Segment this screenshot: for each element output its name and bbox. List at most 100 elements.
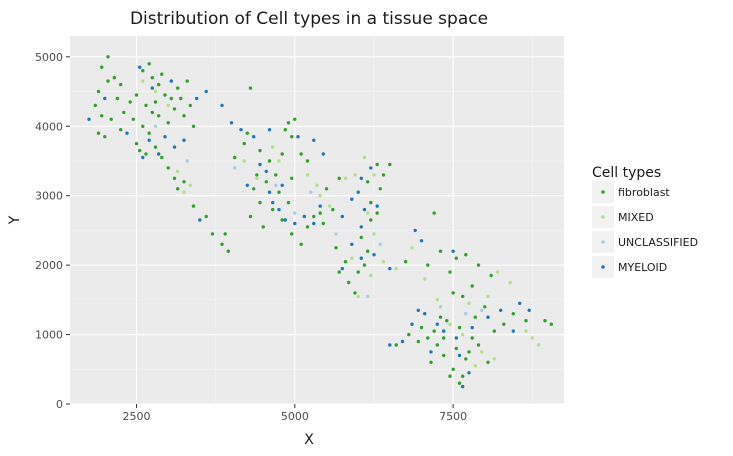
point-mixed — [394, 266, 398, 271]
point-fibroblast — [438, 315, 443, 319]
point-fibroblast — [454, 346, 458, 351]
point-fibroblast — [144, 103, 148, 108]
point-myeloid — [267, 128, 272, 132]
point-fibroblast — [160, 72, 164, 76]
point-fibroblast — [353, 291, 357, 295]
point-mixed — [372, 232, 376, 236]
point-myeloid — [157, 152, 161, 156]
point-mixed — [467, 301, 471, 305]
point-fibroblast — [524, 319, 528, 323]
point-fibroblast — [267, 159, 272, 163]
point-fibroblast — [248, 86, 253, 90]
point-myeloid — [410, 322, 414, 326]
point-mixed — [182, 190, 186, 194]
point-fibroblast — [172, 176, 177, 180]
point-myeloid — [312, 138, 316, 142]
point-mixed — [328, 204, 332, 208]
point-fibroblast — [290, 135, 294, 139]
point-mixed — [492, 357, 496, 361]
point-fibroblast — [426, 336, 430, 340]
point-fibroblast — [429, 360, 433, 364]
point-myeloid — [499, 308, 503, 312]
point-fibroblast — [312, 214, 316, 219]
point-fibroblast — [166, 121, 170, 125]
point-mixed — [153, 89, 158, 94]
point-myeloid — [138, 65, 142, 69]
point-myeloid — [419, 239, 424, 243]
point-fibroblast — [549, 322, 553, 326]
point-unclassified — [274, 183, 278, 187]
point-fibroblast — [157, 114, 161, 118]
point-mixed — [277, 159, 281, 163]
point-fibroblast — [280, 218, 284, 222]
point-fibroblast — [378, 187, 382, 191]
y-axis-ticks: 0 1000 2000 3000 4000 5000 — [35, 51, 70, 411]
point-fibroblast — [134, 93, 139, 97]
point-mixed — [271, 145, 275, 149]
point-myeloid — [470, 325, 474, 330]
y-tick-label: 1000 — [35, 329, 63, 342]
point-myeloid — [150, 86, 154, 90]
chart-title: Distribution of Cell types in a tissue s… — [130, 9, 488, 29]
point-fibroblast — [150, 110, 154, 115]
x-axis-label: X — [304, 432, 314, 448]
point-fibroblast — [172, 107, 177, 111]
point-myeloid — [258, 162, 262, 167]
point-fibroblast — [255, 173, 259, 177]
point-fibroblast — [290, 232, 294, 236]
point-mixed — [435, 298, 439, 302]
point-mixed — [537, 343, 541, 347]
point-mixed — [524, 329, 528, 333]
x-axis-ticks: 2500 5000 7500 — [123, 404, 467, 423]
point-fibroblast — [318, 211, 322, 215]
point-fibroblast — [182, 114, 186, 118]
point-fibroblast — [366, 249, 370, 253]
point-myeloid — [467, 371, 471, 375]
point-fibroblast — [419, 325, 424, 330]
point-unclassified — [438, 305, 443, 309]
x-tick-label: 7500 — [439, 410, 467, 423]
point-myeloid — [321, 152, 325, 156]
legend: Cell types fibroblast MIXED UNCLASSIFIED MY… — [592, 165, 698, 278]
point-myeloid — [451, 249, 455, 253]
point-fibroblast — [286, 200, 291, 205]
point-fibroblast — [321, 221, 325, 226]
legend-items: fibroblast MIXED UNCLASSIFIED MYELOID — [592, 181, 698, 278]
point-fibroblast — [204, 214, 208, 219]
point-fibroblast — [464, 357, 468, 361]
point-fibroblast — [153, 145, 158, 149]
point-mixed — [381, 260, 386, 264]
point-myeloid — [372, 253, 376, 257]
point-unclassified — [464, 312, 468, 316]
point-fibroblast — [337, 270, 341, 274]
point-myeloid — [527, 308, 531, 312]
point-myeloid — [359, 256, 363, 260]
y-tick-label: 4000 — [35, 120, 63, 133]
point-myeloid — [172, 145, 177, 149]
point-fibroblast — [176, 86, 180, 90]
point-unclassified — [233, 166, 237, 170]
point-myeloid — [280, 183, 284, 187]
point-fibroblast — [252, 187, 256, 191]
point-fibroblast — [438, 249, 443, 253]
point-myeloid — [252, 135, 256, 139]
point-fibroblast — [122, 110, 126, 115]
point-fibroblast — [404, 260, 408, 264]
point-fibroblast — [331, 207, 335, 212]
point-fibroblast — [356, 270, 360, 274]
legend-title: Cell types — [592, 165, 661, 181]
point-myeloid — [350, 242, 354, 246]
point-fibroblast — [492, 329, 496, 333]
point-fibroblast — [106, 79, 110, 83]
point-fibroblast — [476, 343, 481, 347]
point-myeloid — [312, 221, 316, 226]
point-myeloid — [239, 128, 243, 132]
point-mixed — [473, 364, 477, 368]
point-fibroblast — [483, 305, 487, 309]
point-mixed — [176, 169, 180, 174]
point-myeloid — [245, 183, 249, 187]
point-fibroblast — [299, 242, 303, 246]
point-mixed — [366, 211, 370, 215]
point-myeloid — [340, 266, 344, 271]
plot-panel — [70, 36, 564, 404]
